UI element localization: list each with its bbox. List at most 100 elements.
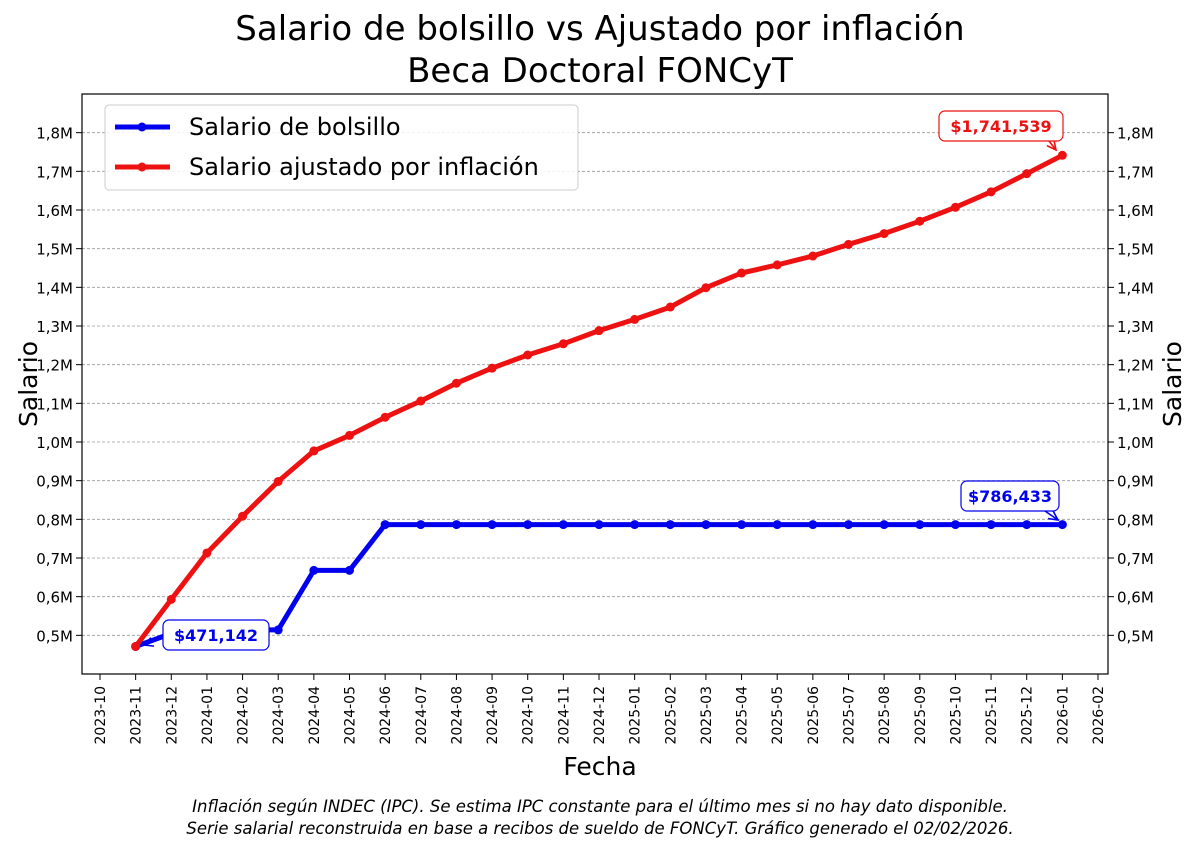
legend-label-ajustado: Salario ajustado por inflación bbox=[189, 153, 539, 181]
point-s1-5 bbox=[309, 446, 319, 456]
legend: Salario de bolsillo Salario ajustado por… bbox=[104, 104, 579, 191]
point-s0-16 bbox=[701, 520, 711, 530]
y-tick-label-right-9: 1,4M bbox=[1117, 279, 1154, 297]
y-tick-label-left-11: 1,6M bbox=[36, 202, 73, 220]
legend-marker-ajustado bbox=[137, 162, 147, 172]
point-s1-6 bbox=[345, 430, 354, 440]
chart-subtitle: Beca Doctoral FONCyT bbox=[407, 51, 793, 91]
y-tick-label-right-2: 0,7M bbox=[1117, 550, 1154, 568]
chart-title-block: Salario de bolsillo vs Ajustado por infl… bbox=[0, 8, 1200, 92]
y-axis-right: 0,5M 0,6M 0,7M 0,8M 0,9M 1,0M 1,1M 1,2M 1,3M 1,4M… bbox=[1108, 125, 1154, 645]
y-tick-label-left-13: 1,8M bbox=[36, 125, 73, 143]
annotation-arrowhead-1 bbox=[1047, 510, 1060, 522]
annotation-box-2 bbox=[938, 110, 1064, 142]
point-s0-7 bbox=[380, 520, 390, 530]
point-s0-4 bbox=[273, 625, 283, 635]
point-s0-25 bbox=[1022, 520, 1032, 530]
y-tick-label-right-12: 1,7M bbox=[1117, 163, 1154, 181]
x-tick-label-0: 2023-10 bbox=[93, 686, 109, 745]
point-s1-15 bbox=[665, 302, 675, 312]
y-tick-label-left-1: 0,6M bbox=[36, 589, 73, 607]
point-s0-8 bbox=[416, 520, 426, 530]
x-tick-label-22: 2025-08 bbox=[877, 686, 893, 745]
point-s0-22 bbox=[915, 520, 925, 530]
legend-marker-bolsillo bbox=[137, 122, 147, 132]
legend-label-bolsillo: Salario de bolsillo bbox=[189, 113, 401, 141]
x-tick-label-16: 2025-02 bbox=[663, 686, 679, 745]
point-s0-11 bbox=[523, 520, 533, 530]
point-s0-23 bbox=[950, 520, 960, 530]
point-s1-17 bbox=[737, 268, 747, 278]
x-tick-label-28: 2026-02 bbox=[1091, 686, 1107, 745]
x-tick-label-19: 2025-05 bbox=[770, 686, 786, 745]
annotation-arrow-0 bbox=[143, 637, 164, 646]
point-s0-17 bbox=[737, 520, 747, 530]
point-s0-26 bbox=[1057, 520, 1067, 530]
y-tick-label-right-8: 1,3M bbox=[1117, 318, 1154, 336]
point-s1-21 bbox=[879, 229, 889, 239]
y-tick-label-left-4: 0,9M bbox=[36, 473, 73, 491]
point-s1-18 bbox=[772, 260, 782, 270]
y-tick-label-left-6: 1,1M bbox=[36, 395, 73, 413]
y-tick-label-right-1: 0,6M bbox=[1117, 589, 1154, 607]
point-s1-23 bbox=[950, 202, 960, 212]
x-tick-label-15: 2025-01 bbox=[628, 686, 644, 745]
y-tick-label-right-4: 0,9M bbox=[1117, 473, 1154, 491]
annotation-0: $471,142 bbox=[142, 619, 270, 651]
y-tick-label-left-8: 1,3M bbox=[36, 318, 73, 336]
series-markers bbox=[131, 150, 1067, 651]
point-s1-7 bbox=[380, 412, 390, 422]
point-s1-0 bbox=[131, 641, 141, 651]
y-tick-label-right-13: 1,8M bbox=[1117, 125, 1154, 143]
y-tick-label-right-5: 1,0M bbox=[1117, 434, 1154, 452]
annotation-label-0: $471,142 bbox=[174, 626, 258, 645]
annotation-box-1 bbox=[960, 480, 1060, 512]
y-axis-label-right: Salario bbox=[1158, 341, 1187, 427]
point-s1-9 bbox=[451, 378, 461, 388]
x-tick-label-1: 2023-11 bbox=[129, 686, 145, 745]
x-tick-label-14: 2024-12 bbox=[592, 686, 608, 745]
annotation-label-2: $1,741,539 bbox=[950, 117, 1051, 136]
x-axis: 2023-10 2023-11 2023-12 2024-01 2024-02 2024-… bbox=[93, 674, 1107, 745]
point-s1-16 bbox=[701, 283, 711, 293]
x-tick-label-21: 2025-07 bbox=[842, 686, 858, 745]
footnote-line-1: Inflación según INDEC (IPC). Se estima I… bbox=[192, 797, 1008, 816]
series-lines bbox=[133, 152, 1065, 649]
point-s0-13 bbox=[594, 520, 604, 530]
x-tick-label-9: 2024-07 bbox=[414, 686, 430, 745]
point-s0-21 bbox=[879, 520, 889, 530]
y-tick-label-left-10: 1,5M bbox=[36, 241, 73, 259]
x-tick-label-3: 2024-01 bbox=[200, 686, 216, 745]
annotations: $471,142 $786,433 $1,741,539 bbox=[142, 110, 1064, 651]
y-tick-label-right-11: 1,6M bbox=[1117, 202, 1154, 220]
y-tick-label-left-7: 1,2M bbox=[36, 357, 73, 375]
y-tick-label-right-10: 1,5M bbox=[1117, 241, 1154, 259]
annotation-arrowhead-2 bbox=[1046, 139, 1058, 152]
series-line-1 bbox=[133, 152, 1065, 649]
x-tick-label-18: 2025-04 bbox=[735, 686, 751, 745]
chart-title: Salario de bolsillo vs Ajustado por infl… bbox=[235, 9, 965, 49]
annotation-1: $786,433 bbox=[960, 480, 1060, 522]
point-s0-18 bbox=[772, 520, 782, 530]
point-s1-12 bbox=[558, 339, 568, 349]
annotation-arrow-2 bbox=[1048, 140, 1057, 151]
point-s1-2 bbox=[202, 548, 212, 558]
point-s0-9 bbox=[451, 520, 461, 530]
x-tick-label-12: 2024-10 bbox=[521, 686, 537, 745]
point-s0-14 bbox=[630, 520, 640, 530]
point-s1-4 bbox=[273, 476, 283, 486]
x-tick-label-23: 2025-09 bbox=[913, 686, 929, 745]
x-tick-label-2: 2023-12 bbox=[164, 686, 180, 745]
point-s1-24 bbox=[986, 187, 996, 197]
point-s1-1 bbox=[166, 594, 176, 604]
x-tick-label-17: 2025-03 bbox=[699, 686, 715, 745]
x-tick-label-5: 2024-03 bbox=[271, 686, 287, 745]
x-tick-label-24: 2025-10 bbox=[948, 686, 964, 745]
x-tick-label-25: 2025-11 bbox=[984, 686, 1000, 745]
point-s0-12 bbox=[558, 520, 568, 530]
point-s0-15 bbox=[665, 520, 675, 530]
annotation-label-1: $786,433 bbox=[968, 487, 1052, 506]
point-s0-20 bbox=[844, 520, 853, 530]
y-tick-label-right-0: 0,5M bbox=[1117, 627, 1154, 645]
point-s1-11 bbox=[523, 350, 533, 360]
